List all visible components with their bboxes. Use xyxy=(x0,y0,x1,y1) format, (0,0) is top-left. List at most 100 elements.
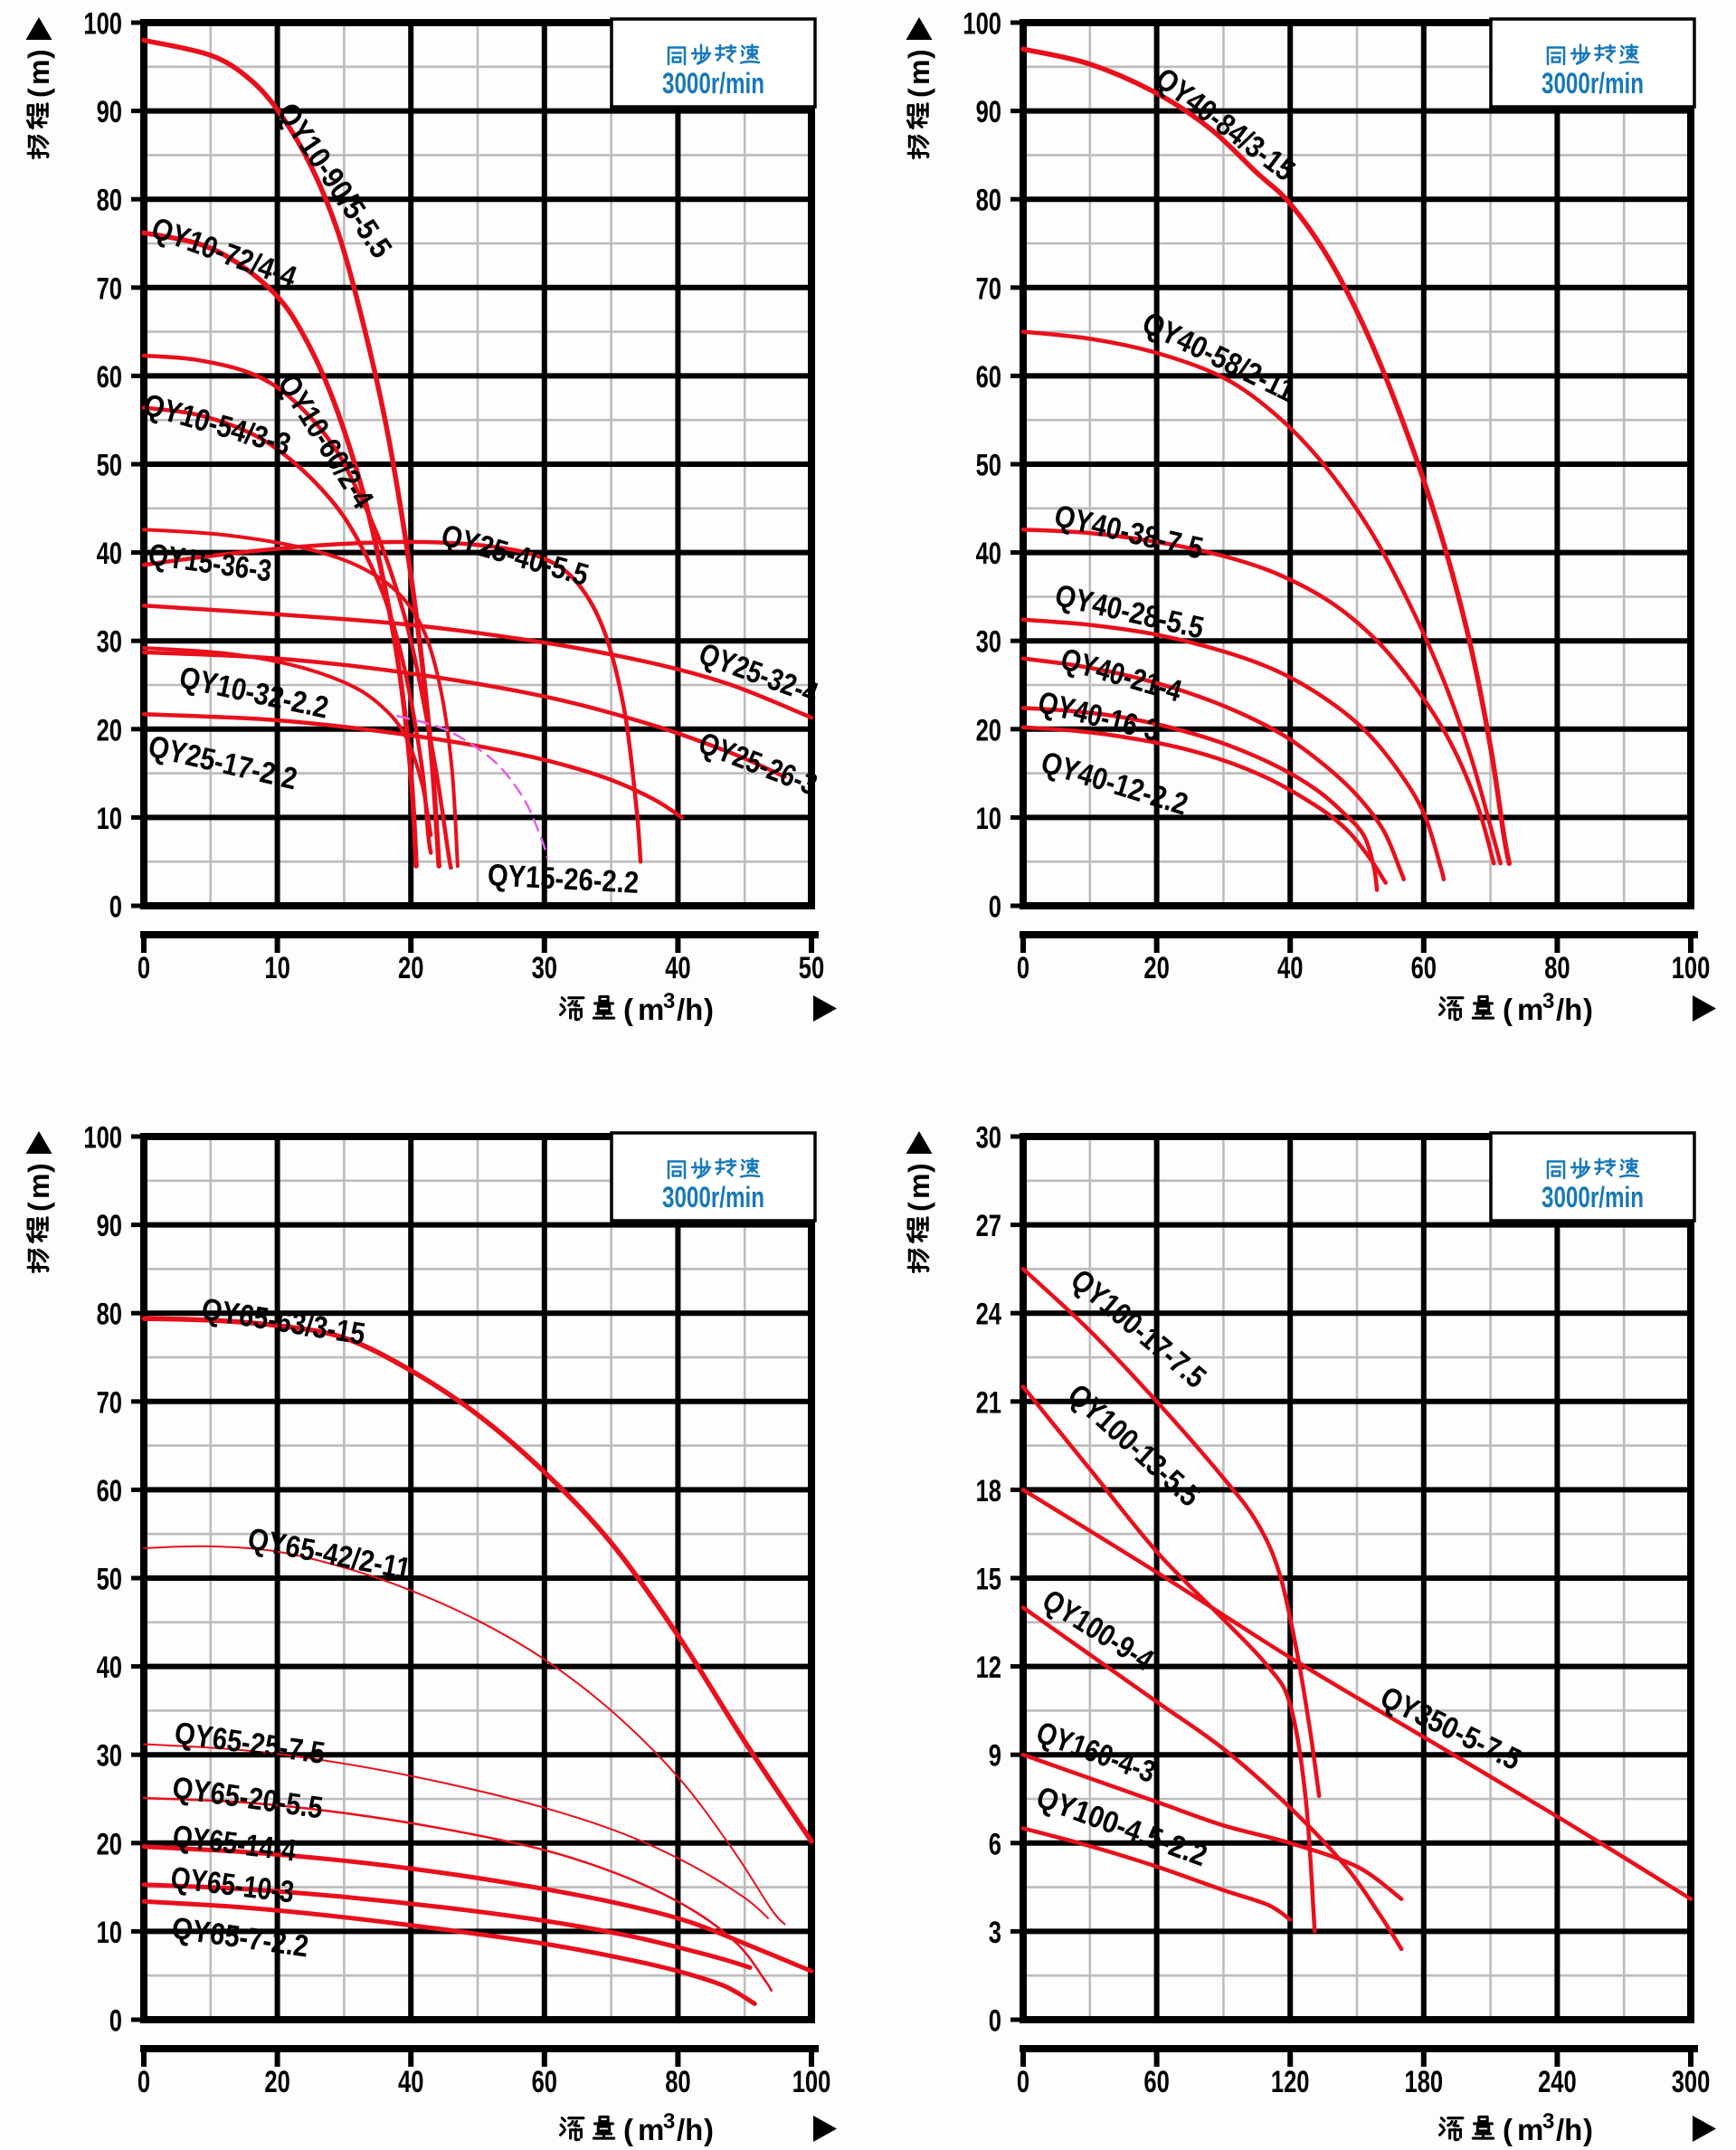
svg-text:/h: /h xyxy=(1556,993,1582,1026)
svg-text:30: 30 xyxy=(97,1739,122,1774)
svg-text:15: 15 xyxy=(976,1563,1001,1597)
svg-text:): ) xyxy=(1583,2113,1593,2146)
svg-text:3000r/min: 3000r/min xyxy=(1542,1181,1644,1213)
svg-text:60: 60 xyxy=(97,360,122,395)
svg-text:21: 21 xyxy=(976,1385,1001,1420)
svg-text:40: 40 xyxy=(398,2065,423,2099)
svg-text:90: 90 xyxy=(976,95,1001,129)
svg-text:): ) xyxy=(903,49,935,59)
svg-text:9: 9 xyxy=(989,1739,1001,1774)
svg-text:3: 3 xyxy=(1542,2109,1554,2134)
svg-text:30: 30 xyxy=(97,625,122,660)
svg-text:3: 3 xyxy=(663,989,675,1013)
svg-text:): ) xyxy=(903,1163,935,1173)
svg-text:3000r/min: 3000r/min xyxy=(662,1181,764,1213)
svg-text:20: 20 xyxy=(264,2065,289,2099)
svg-text:): ) xyxy=(1583,993,1593,1026)
svg-text:60: 60 xyxy=(1411,951,1437,985)
svg-text:3000r/min: 3000r/min xyxy=(1542,67,1644,100)
svg-text:20: 20 xyxy=(97,1827,122,1861)
svg-text:300: 300 xyxy=(1672,2065,1711,2099)
svg-text:20: 20 xyxy=(398,951,423,985)
svg-text:80: 80 xyxy=(97,1298,122,1332)
svg-text:20: 20 xyxy=(97,713,122,747)
svg-text:70: 70 xyxy=(97,1385,122,1420)
svg-text:100: 100 xyxy=(963,7,1001,42)
svg-text:0: 0 xyxy=(1017,951,1029,985)
svg-text:20: 20 xyxy=(1143,951,1169,985)
svg-text:3: 3 xyxy=(1542,989,1554,1013)
svg-text:50: 50 xyxy=(97,449,122,483)
svg-text:0: 0 xyxy=(138,951,150,985)
svg-text:0: 0 xyxy=(989,890,1001,925)
svg-text:100: 100 xyxy=(1672,951,1711,985)
svg-text:50: 50 xyxy=(799,951,824,985)
svg-text:40: 40 xyxy=(976,537,1001,571)
svg-text:50: 50 xyxy=(97,1563,122,1597)
svg-text:): ) xyxy=(704,993,714,1026)
svg-text:50: 50 xyxy=(976,449,1001,483)
svg-text:(: ( xyxy=(903,88,935,98)
svg-text:/h: /h xyxy=(1556,2113,1582,2146)
svg-text:m: m xyxy=(23,60,55,85)
svg-text:(: ( xyxy=(903,1202,935,1212)
svg-text:18: 18 xyxy=(976,1474,1001,1508)
svg-text:30: 30 xyxy=(532,951,557,985)
svg-text:10: 10 xyxy=(264,951,289,985)
svg-text:70: 70 xyxy=(97,271,122,306)
svg-text:m: m xyxy=(23,1174,55,1199)
svg-text:10: 10 xyxy=(97,802,122,836)
svg-text:m: m xyxy=(903,1174,935,1199)
svg-text:30: 30 xyxy=(976,1121,1001,1156)
svg-text:3: 3 xyxy=(989,1916,1001,1950)
svg-text:12: 12 xyxy=(976,1651,1001,1685)
svg-text:(: ( xyxy=(23,88,55,98)
svg-text:60: 60 xyxy=(976,360,1001,395)
svg-text:10: 10 xyxy=(97,1916,122,1950)
svg-text:(: ( xyxy=(623,2113,633,2146)
svg-text:QY15-26-2.2: QY15-26-2.2 xyxy=(487,858,640,900)
svg-text:6: 6 xyxy=(989,1827,1001,1861)
svg-text:(: ( xyxy=(623,993,633,1026)
svg-text:m: m xyxy=(1517,2113,1543,2146)
svg-text:/h: /h xyxy=(677,2113,703,2146)
svg-text:30: 30 xyxy=(976,625,1001,660)
svg-text:60: 60 xyxy=(97,1474,122,1508)
svg-text:/h: /h xyxy=(677,993,703,1026)
svg-text:40: 40 xyxy=(665,951,690,985)
svg-text:): ) xyxy=(704,2113,714,2146)
svg-text:80: 80 xyxy=(976,184,1001,218)
svg-text:27: 27 xyxy=(976,1209,1001,1243)
svg-text:24: 24 xyxy=(976,1298,1001,1332)
svg-text:90: 90 xyxy=(97,1209,122,1243)
svg-text:180: 180 xyxy=(1405,2065,1444,2099)
svg-text:40: 40 xyxy=(97,537,122,571)
svg-text:100: 100 xyxy=(792,2065,831,2099)
svg-text:40: 40 xyxy=(1277,951,1303,985)
svg-text:m: m xyxy=(1517,993,1543,1026)
svg-text:0: 0 xyxy=(1017,2065,1029,2099)
svg-text:(: ( xyxy=(1503,993,1513,1026)
svg-text:20: 20 xyxy=(976,713,1001,747)
svg-text:100: 100 xyxy=(83,7,122,42)
svg-text:(: ( xyxy=(1503,2113,1513,2146)
svg-text:0: 0 xyxy=(109,2004,122,2039)
svg-text:m: m xyxy=(638,993,664,1026)
svg-text:240: 240 xyxy=(1538,2065,1577,2099)
svg-text:100: 100 xyxy=(83,1121,122,1156)
svg-text:60: 60 xyxy=(1143,2065,1169,2099)
svg-text:90: 90 xyxy=(97,95,122,129)
svg-text:70: 70 xyxy=(976,271,1001,306)
svg-text:3: 3 xyxy=(663,2109,675,2134)
svg-text:0: 0 xyxy=(109,890,122,925)
svg-text:): ) xyxy=(23,49,55,59)
svg-text:m: m xyxy=(903,60,935,85)
svg-text:(: ( xyxy=(23,1202,55,1212)
svg-text:m: m xyxy=(638,2113,664,2146)
svg-text:40: 40 xyxy=(97,1651,122,1685)
svg-text:120: 120 xyxy=(1271,2065,1310,2099)
svg-text:0: 0 xyxy=(138,2065,150,2099)
svg-text:80: 80 xyxy=(665,2065,690,2099)
svg-text:3000r/min: 3000r/min xyxy=(662,67,764,100)
svg-text:80: 80 xyxy=(97,184,122,218)
